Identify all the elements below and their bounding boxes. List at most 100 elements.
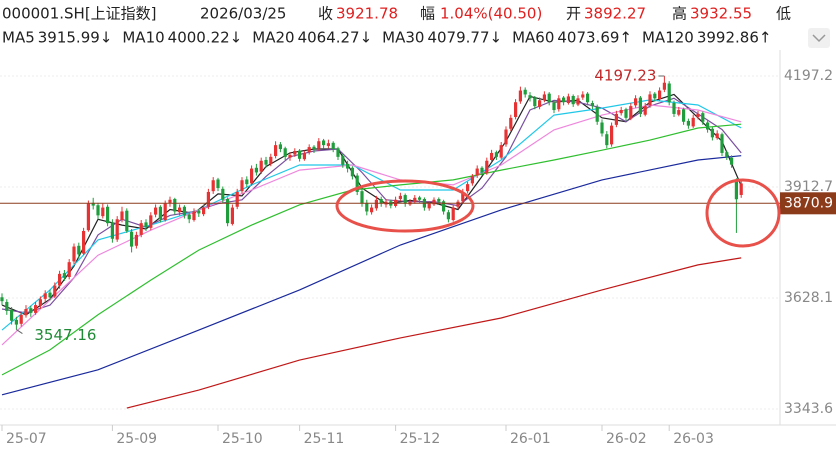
- candle-body: [48, 292, 52, 298]
- legend-value: 3915.99↓: [38, 29, 113, 47]
- candle-body: [485, 160, 489, 174]
- candle-body: [67, 262, 71, 277]
- candle-body: [398, 195, 402, 199]
- candle-body: [451, 207, 455, 221]
- candle-body: [125, 210, 129, 231]
- candle-body: [139, 223, 143, 235]
- candle-body: [403, 195, 407, 204]
- candle-body: [115, 219, 119, 240]
- candle-body: [509, 117, 513, 129]
- candle-body: [278, 144, 282, 150]
- candle-body: [34, 305, 38, 313]
- candle-body: [355, 175, 359, 192]
- candle-body: [619, 110, 623, 114]
- candle-body: [86, 203, 90, 231]
- legend-name: MA30: [382, 29, 424, 47]
- legend-value: 4079.77↓: [427, 29, 502, 47]
- candle-body: [288, 154, 292, 158]
- x-tick-label: 25-10: [222, 431, 263, 447]
- candle-body: [720, 134, 724, 153]
- legend-value: 4073.69↑: [557, 29, 632, 47]
- candle-body: [672, 103, 676, 114]
- legend-value: 4000.22↓: [168, 29, 243, 47]
- candle-body: [254, 167, 258, 173]
- x-tick-label: 25-09: [116, 431, 157, 447]
- candle-body: [427, 203, 431, 209]
- candle-body: [437, 198, 441, 202]
- candle-body: [58, 273, 62, 286]
- change-label: 幅: [420, 5, 435, 23]
- candle-body: [10, 309, 14, 321]
- candle-body: [24, 308, 28, 316]
- candle-body: [240, 180, 244, 192]
- ma-line: [1, 123, 742, 376]
- candle-body: [456, 201, 460, 207]
- candle-body: [504, 129, 508, 145]
- candle-body: [701, 113, 705, 122]
- candle-body: [629, 106, 633, 119]
- candle-body: [173, 198, 177, 212]
- candle-body: [562, 97, 566, 103]
- candle-body: [432, 199, 436, 205]
- date: 2026/03/25: [200, 5, 286, 23]
- candle-body: [634, 98, 638, 106]
- candle-body: [470, 176, 474, 184]
- candle-body: [346, 163, 350, 169]
- candle-body: [202, 207, 206, 215]
- candle-body: [710, 128, 714, 138]
- y-tick-label: 3343.6: [784, 401, 833, 417]
- candle-body: [538, 100, 542, 107]
- candle-body: [466, 184, 470, 192]
- candle-body: [600, 122, 604, 134]
- candle-body: [130, 231, 134, 247]
- y-tick-label: 3628.1: [784, 290, 833, 306]
- header: 000001.SH[上证指数] 2026/03/25 收 3921.78 幅 1…: [2, 5, 791, 23]
- candle-body: [182, 206, 186, 216]
- candle-body: [566, 96, 570, 104]
- candle-body: [682, 109, 686, 122]
- candle-body: [442, 201, 446, 212]
- y-tick-label: 3912.7: [784, 179, 833, 195]
- candle-body: [490, 152, 494, 160]
- legend-name: MA10: [122, 29, 164, 47]
- annotation: 4197.23: [594, 67, 656, 85]
- candle-body: [610, 125, 614, 145]
- candle-body: [667, 83, 671, 103]
- candle-body: [475, 168, 479, 176]
- open-label: 开: [566, 5, 581, 23]
- candle-body: [29, 308, 33, 313]
- candle-body: [72, 246, 76, 262]
- candle-body: [216, 179, 220, 189]
- symbol: 000001.SH[上证指数]: [2, 5, 157, 23]
- candle-body: [614, 113, 618, 125]
- candle-body: [101, 207, 105, 217]
- candle-body: [106, 206, 110, 224]
- candle-body: [658, 90, 662, 100]
- candle-body: [446, 212, 450, 220]
- candle-body: [586, 93, 590, 103]
- candle-body: [38, 299, 42, 306]
- candle-body: [706, 122, 710, 130]
- candle-body: [643, 106, 647, 115]
- candle-body: [245, 179, 249, 185]
- candle-body: [312, 146, 316, 150]
- candle-body: [298, 150, 302, 159]
- y-tick-label: 4197.2: [784, 68, 833, 84]
- candle-body: [571, 95, 575, 105]
- candle-body: [494, 152, 498, 157]
- candle-body: [317, 141, 321, 149]
- candle-body: [734, 180, 738, 200]
- candle-body: [293, 150, 297, 155]
- candle-body: [730, 157, 734, 165]
- candle-body: [158, 206, 162, 220]
- candle-body: [725, 152, 729, 157]
- candle-body: [221, 188, 225, 200]
- candle-body: [528, 95, 532, 99]
- candle-body: [5, 301, 9, 311]
- annotation: 3547.16: [34, 326, 96, 344]
- x-tick-label: 26-02: [606, 431, 647, 447]
- candle-body: [336, 148, 340, 157]
- high-label: 高: [672, 5, 687, 23]
- collapse-button[interactable]: [808, 28, 830, 48]
- close-value: 3921.78: [336, 5, 398, 23]
